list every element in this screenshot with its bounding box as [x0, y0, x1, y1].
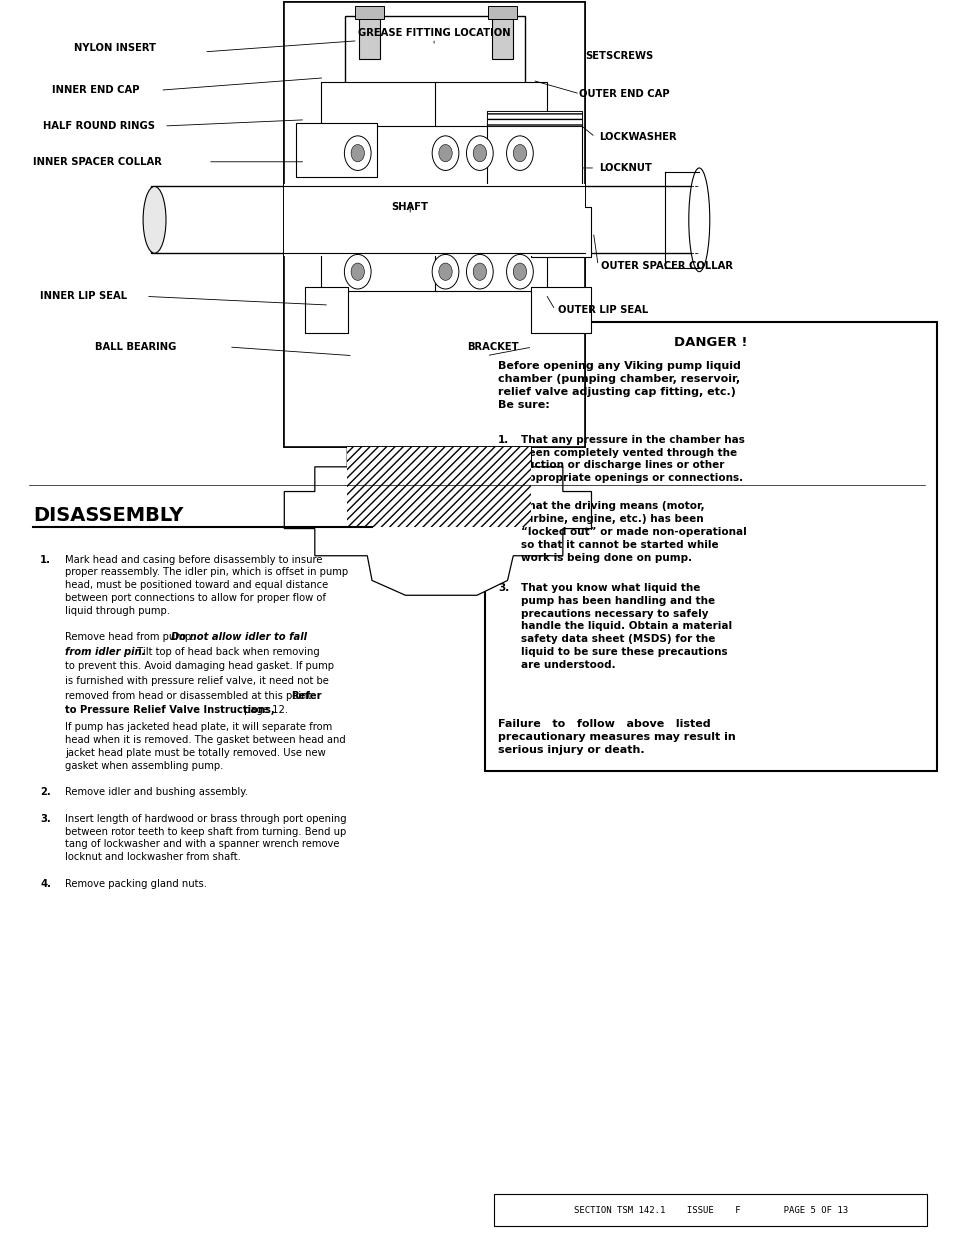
- Bar: [492, 16, 513, 59]
- Text: Refer: Refer: [292, 690, 322, 700]
- Circle shape: [506, 136, 533, 170]
- Text: 3.: 3.: [497, 583, 509, 593]
- Bar: [295, 124, 376, 177]
- Bar: [531, 287, 590, 333]
- Bar: [486, 124, 581, 188]
- Text: SETSCREWS: SETSCREWS: [584, 51, 653, 61]
- Text: OUTER LIP SEAL: OUTER LIP SEAL: [558, 305, 648, 315]
- Text: 1.: 1.: [40, 555, 51, 564]
- Bar: [531, 287, 590, 333]
- Bar: [488, 6, 517, 19]
- Text: Remove packing gland nuts.: Remove packing gland nuts.: [65, 879, 207, 889]
- Text: That you know what liquid the
pump has been handling and the
precautions necessa: That you know what liquid the pump has b…: [520, 583, 731, 669]
- Bar: [305, 287, 348, 333]
- Bar: [320, 247, 436, 291]
- Text: is furnished with pressure relief valve, it need not be: is furnished with pressure relief valve,…: [65, 676, 329, 685]
- Polygon shape: [284, 447, 591, 595]
- Text: removed from head or disassembled at this point.: removed from head or disassembled at thi…: [65, 690, 317, 700]
- Bar: [531, 207, 590, 257]
- Bar: [295, 124, 376, 177]
- Circle shape: [344, 254, 371, 289]
- Text: page 12.: page 12.: [240, 705, 288, 715]
- Text: BRACKET: BRACKET: [467, 342, 518, 352]
- Text: NYLON INSERT: NYLON INSERT: [74, 43, 156, 53]
- Circle shape: [438, 263, 452, 280]
- Circle shape: [513, 263, 526, 280]
- Text: 4.: 4.: [40, 879, 51, 889]
- Text: OUTER END CAP: OUTER END CAP: [578, 89, 669, 99]
- Bar: [284, 2, 584, 447]
- Text: OUTER SPACER COLLAR: OUTER SPACER COLLAR: [600, 261, 732, 270]
- Circle shape: [466, 136, 493, 170]
- Bar: [494, 1194, 926, 1226]
- Bar: [486, 124, 581, 188]
- Bar: [355, 6, 383, 19]
- Circle shape: [473, 144, 486, 162]
- Text: to prevent this. Avoid damaging head gasket. If pump: to prevent this. Avoid damaging head gas…: [65, 662, 334, 672]
- Bar: [320, 82, 436, 126]
- Text: Tilt top of head back when removing: Tilt top of head back when removing: [134, 647, 319, 657]
- Text: to Pressure Relief Valve Instructions,: to Pressure Relief Valve Instructions,: [65, 705, 274, 715]
- Text: That the driving means (motor,
turbine, engine, etc.) has been
“locked out” or m: That the driving means (motor, turbine, …: [520, 501, 746, 563]
- Circle shape: [432, 136, 458, 170]
- Bar: [345, 16, 524, 84]
- Text: Remove idler and bushing assembly.: Remove idler and bushing assembly.: [65, 787, 248, 797]
- Circle shape: [473, 263, 486, 280]
- Bar: [284, 184, 584, 256]
- Text: 1.: 1.: [497, 435, 509, 445]
- Bar: [435, 247, 546, 291]
- Circle shape: [344, 136, 371, 170]
- Text: BALL BEARING: BALL BEARING: [95, 342, 176, 352]
- Bar: [347, 447, 531, 527]
- Text: SHAFT: SHAFT: [392, 203, 428, 212]
- Circle shape: [351, 144, 364, 162]
- Text: Failure   to   follow   above   listed
precautionary measures may result in
seri: Failure to follow above listed precautio…: [497, 719, 735, 755]
- Text: LOCKWASHER: LOCKWASHER: [598, 132, 676, 142]
- Text: 2.: 2.: [497, 501, 509, 511]
- Circle shape: [466, 254, 493, 289]
- Circle shape: [351, 263, 364, 280]
- Bar: [151, 186, 699, 253]
- Bar: [531, 207, 590, 257]
- Bar: [435, 82, 546, 126]
- Bar: [320, 247, 436, 291]
- Bar: [358, 16, 379, 59]
- Text: 2.: 2.: [40, 787, 51, 797]
- Text: from idler pin.: from idler pin.: [65, 647, 145, 657]
- Text: DANGER !: DANGER !: [673, 336, 747, 350]
- Text: 3.: 3.: [40, 814, 51, 824]
- Bar: [347, 447, 531, 527]
- Circle shape: [432, 254, 458, 289]
- Text: DISASSEMBLY: DISASSEMBLY: [33, 506, 184, 525]
- Bar: [305, 287, 348, 333]
- Ellipse shape: [143, 186, 166, 253]
- Bar: [435, 247, 546, 291]
- Text: Insert length of hardwood or brass through port opening
between rotor teeth to k: Insert length of hardwood or brass throu…: [65, 814, 346, 862]
- Text: Mark head and casing before disassembly to insure
proper reassembly. The idler p: Mark head and casing before disassembly …: [65, 555, 348, 616]
- Bar: [320, 82, 436, 126]
- Circle shape: [506, 254, 533, 289]
- Text: FIGURE 5: FIGURE 5: [405, 472, 462, 482]
- Text: Before opening any Viking pump liquid
chamber (pumping chamber, reservoir,
relie: Before opening any Viking pump liquid ch…: [497, 361, 740, 410]
- Bar: [486, 111, 581, 126]
- Bar: [345, 16, 524, 84]
- Circle shape: [438, 144, 452, 162]
- Text: INNER END CAP: INNER END CAP: [52, 85, 140, 95]
- Text: Remove head from pump.: Remove head from pump.: [65, 632, 197, 642]
- Text: If pump has jacketed head plate, it will separate from
head when it is removed. : If pump has jacketed head plate, it will…: [65, 722, 345, 771]
- Text: That any pressure in the chamber has
been completely vented through the
suction : That any pressure in the chamber has bee…: [520, 435, 744, 483]
- Bar: [486, 111, 581, 126]
- Text: HALF ROUND RINGS: HALF ROUND RINGS: [43, 121, 154, 131]
- Circle shape: [513, 144, 526, 162]
- Text: Do not allow idler to fall: Do not allow idler to fall: [172, 632, 307, 642]
- Bar: [284, 2, 584, 447]
- Bar: [484, 322, 936, 771]
- Text: INNER SPACER COLLAR: INNER SPACER COLLAR: [33, 157, 162, 167]
- Text: INNER LIP SEAL: INNER LIP SEAL: [40, 291, 127, 301]
- Ellipse shape: [688, 168, 709, 272]
- Text: GREASE FITTING LOCATION: GREASE FITTING LOCATION: [357, 28, 510, 38]
- Bar: [435, 82, 546, 126]
- Text: SECTION TSM 142.1    ISSUE    F        PAGE 5 OF 13: SECTION TSM 142.1 ISSUE F PAGE 5 OF 13: [573, 1205, 847, 1215]
- Text: LOCKNUT: LOCKNUT: [598, 163, 651, 173]
